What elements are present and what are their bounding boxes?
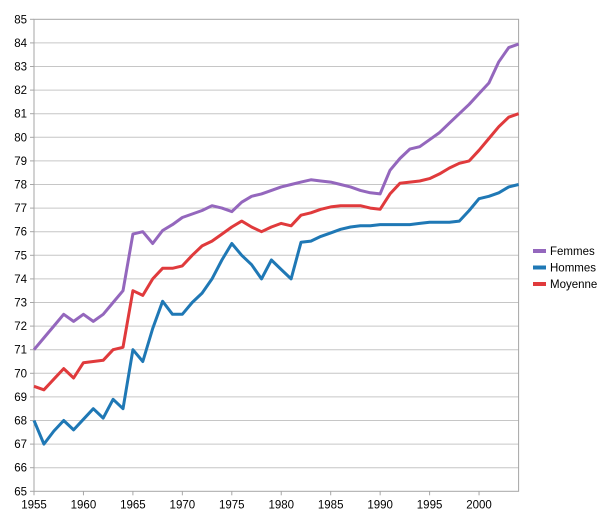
y-axis-tick-label: 76 <box>14 227 27 239</box>
y-axis-tick-label: 77 <box>14 203 27 215</box>
y-axis-tick-label: 78 <box>14 180 27 192</box>
x-axis-tick-label: 1970 <box>170 499 196 511</box>
legend-label-moyenne: Moyenne <box>550 279 597 291</box>
y-axis-tick-label: 69 <box>14 392 27 404</box>
x-axis-tick-label: 1985 <box>318 499 344 511</box>
legend-label-hommes: Hommes <box>550 263 596 275</box>
y-axis-tick-label: 81 <box>14 109 27 121</box>
y-axis-tick-label: 73 <box>14 298 27 310</box>
x-axis-tick-label: 1980 <box>268 499 294 511</box>
x-axis-tick-label: 1995 <box>417 499 443 511</box>
series-line-femmes <box>32 42 520 351</box>
y-axis-tick-label: 71 <box>14 345 27 357</box>
y-axis-tick-label: 72 <box>14 321 27 333</box>
series-line-hommes <box>32 183 519 446</box>
y-axis-tick-label: 68 <box>14 416 27 428</box>
x-axis-tick-label: 1960 <box>71 499 97 511</box>
legend-label-femmes: Femmes <box>550 246 595 258</box>
series-line-moyenne <box>33 112 520 392</box>
y-axis-tick-label: 79 <box>14 156 27 168</box>
x-axis-tick-label: 1990 <box>367 499 393 511</box>
y-axis-tick-label: 74 <box>14 274 27 286</box>
y-axis-tick-label: 66 <box>14 463 27 475</box>
y-axis-tick-label: 82 <box>14 85 27 97</box>
y-axis-tick-label: 84 <box>14 38 27 50</box>
y-axis-tick-label: 83 <box>14 62 27 74</box>
x-axis-tick-label: 1955 <box>21 499 47 511</box>
x-axis-tick-label: 1965 <box>120 499 146 511</box>
y-axis-tick-label: 85 <box>14 14 27 26</box>
y-axis-tick-label: 70 <box>14 368 27 380</box>
y-axis-tick-label: 67 <box>14 439 27 451</box>
y-axis-tick-label: 75 <box>14 250 27 262</box>
x-axis-tick-label: 2000 <box>466 499 492 511</box>
y-axis-tick-label: 65 <box>14 486 27 498</box>
y-axis-tick-label: 80 <box>14 132 27 144</box>
x-axis-tick-label: 1975 <box>219 499 245 511</box>
